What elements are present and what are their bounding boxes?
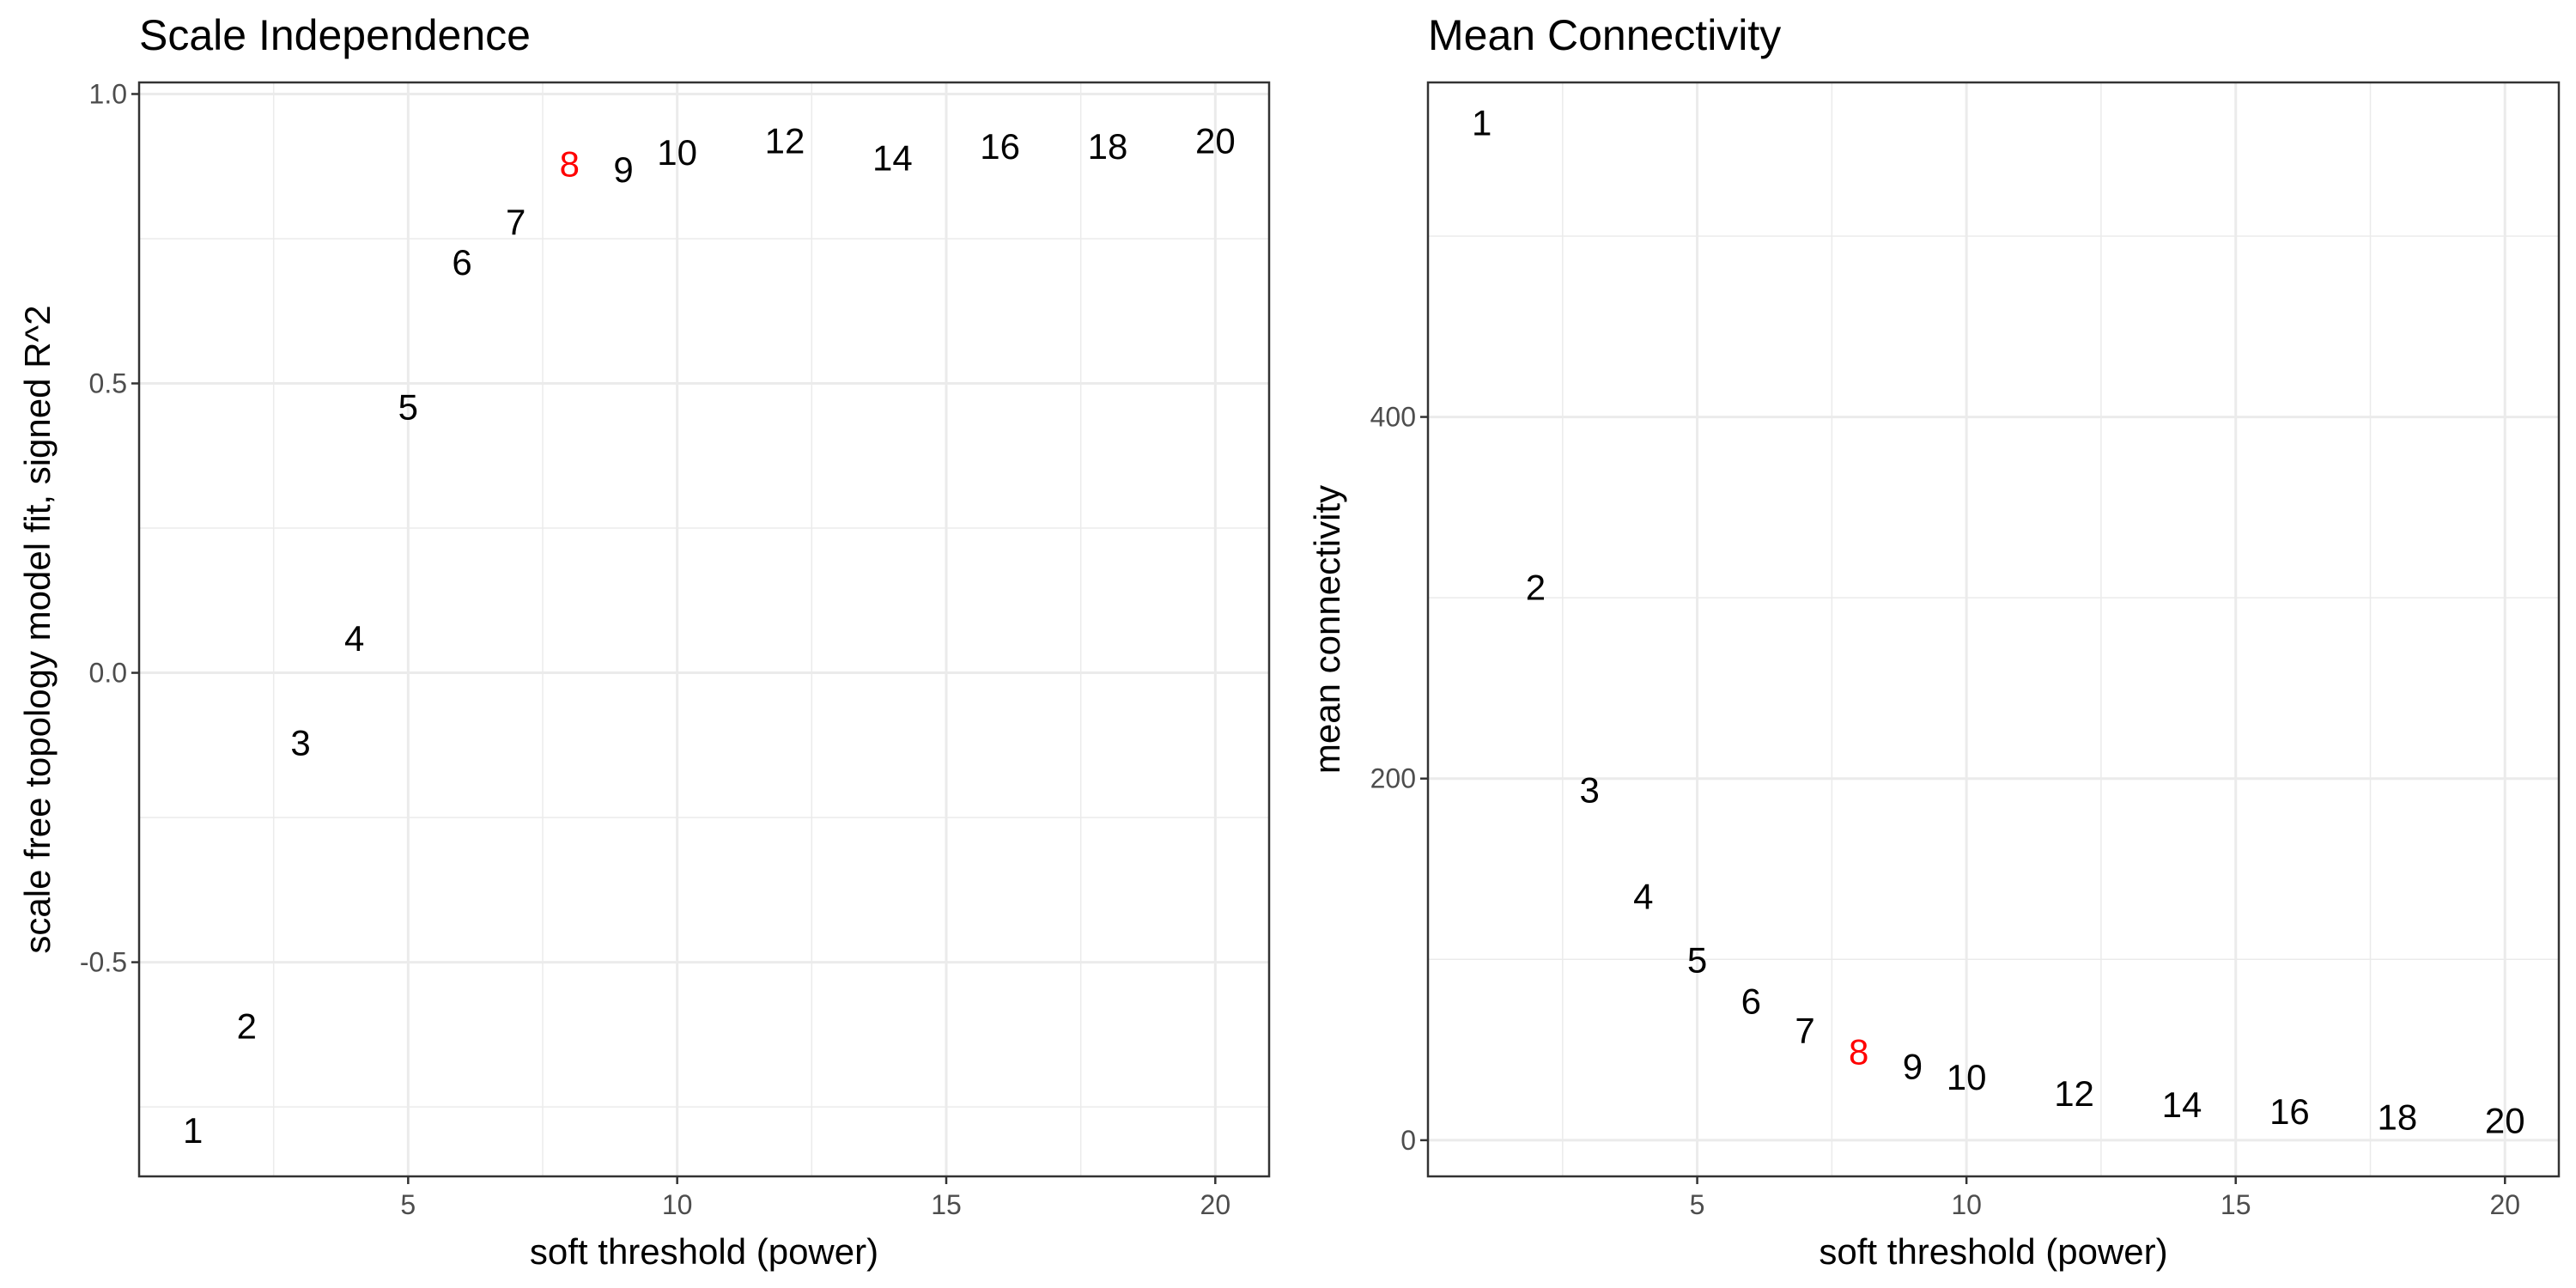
point-label-18: 18: [2377, 1097, 2417, 1138]
point-label-8: 8: [1849, 1032, 1868, 1072]
y-tick-label: -0.5: [80, 947, 127, 978]
point-label-10: 10: [1947, 1057, 1987, 1097]
y-axis-label: scale free topology model fit, signed R^…: [17, 305, 58, 953]
panel-title: Scale Independence: [139, 11, 531, 59]
point-label-7: 7: [1795, 1010, 1814, 1050]
point-label-12: 12: [2054, 1073, 2094, 1114]
point-label-7: 7: [506, 202, 526, 242]
x-axis-label: soft threshold (power): [530, 1231, 878, 1272]
y-tick-label: 0.5: [89, 368, 127, 399]
x-tick-label: 10: [1951, 1189, 1982, 1220]
panel-border: [137, 81, 1271, 1178]
point-label-10: 10: [657, 132, 697, 173]
point-label-20: 20: [2485, 1101, 2525, 1141]
x-tick-label: 10: [662, 1189, 693, 1220]
plot-background: [139, 82, 1269, 1176]
point-label-1: 1: [1472, 102, 1492, 143]
x-tick-label: 20: [1200, 1189, 1231, 1220]
point-label-1: 1: [183, 1110, 203, 1151]
point-label-20: 20: [1195, 120, 1236, 161]
y-axis-label: mean connectivity: [1307, 485, 1347, 774]
x-tick-label: 5: [400, 1189, 416, 1220]
point-label-14: 14: [2162, 1084, 2202, 1125]
point-label-18: 18: [1088, 126, 1128, 167]
x-tick-label: 15: [931, 1189, 962, 1220]
panel-title: Mean Connectivity: [1428, 11, 1781, 59]
x-axis-label: soft threshold (power): [1819, 1231, 2167, 1272]
point-label-2: 2: [1526, 568, 1546, 608]
y-tick-label: 0: [1400, 1125, 1416, 1156]
x-tick-label: 20: [2489, 1189, 2520, 1220]
point-label-14: 14: [872, 138, 913, 179]
point-label-4: 4: [344, 618, 364, 659]
plot-background: [1428, 82, 2559, 1176]
point-label-16: 16: [2269, 1091, 2310, 1132]
point-label-8: 8: [560, 143, 580, 184]
point-label-2: 2: [237, 1006, 257, 1047]
point-label-4: 4: [1633, 877, 1653, 917]
point-label-9: 9: [613, 149, 633, 190]
y-tick-label: 1.0: [89, 78, 127, 109]
point-label-6: 6: [1741, 981, 1761, 1022]
point-label-3: 3: [290, 722, 310, 762]
point-label-5: 5: [1687, 939, 1707, 980]
x-tick-label: 5: [1690, 1189, 1705, 1220]
point-label-5: 5: [398, 386, 418, 427]
point-label-3: 3: [1579, 769, 1599, 810]
y-tick-label: 200: [1370, 763, 1416, 794]
point-label-9: 9: [1903, 1047, 1923, 1087]
panel-border: [1426, 81, 2561, 1178]
y-tick-label: 0.0: [89, 658, 127, 689]
y-tick-label: 400: [1370, 402, 1416, 433]
point-label-16: 16: [980, 126, 1020, 167]
point-label-12: 12: [765, 120, 805, 161]
point-label-6: 6: [452, 242, 471, 283]
x-tick-label: 15: [2221, 1189, 2251, 1220]
